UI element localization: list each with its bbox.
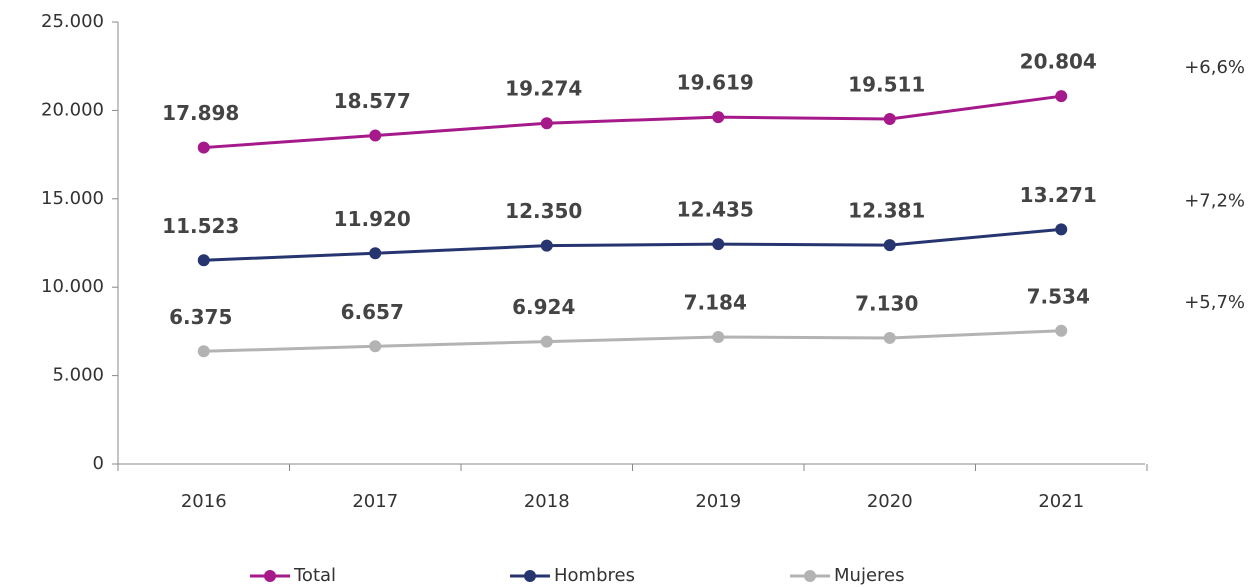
point: [369, 247, 382, 260]
series-line: [203, 227, 1062, 262]
data-label: 19.511: [848, 73, 925, 97]
legend-marker: [804, 570, 816, 582]
data-label: 12.381: [848, 199, 925, 223]
data-label: 12.435: [677, 198, 754, 222]
x-tick-label: 2021: [1038, 491, 1084, 512]
point: [1055, 223, 1068, 236]
point: [883, 239, 896, 252]
point: [1055, 324, 1068, 337]
y-tick-label: 10.000: [41, 276, 104, 297]
point: [197, 141, 210, 154]
legend-marker: [264, 570, 276, 582]
data-label: 7.184: [684, 290, 747, 314]
point: [1055, 90, 1068, 103]
data-label: 20.804: [1020, 50, 1097, 74]
point: [540, 239, 553, 252]
x-tick-label: 2019: [695, 491, 741, 512]
x-tick-label: 2020: [867, 491, 913, 512]
data-label: 19.619: [677, 71, 754, 95]
annotation: +6,6%: [1184, 57, 1245, 78]
point: [712, 111, 725, 124]
legend-label: Hombres: [554, 565, 635, 586]
x-tick-label: 2018: [524, 491, 570, 512]
point: [883, 113, 896, 126]
point: [197, 345, 210, 358]
point: [369, 129, 382, 142]
y-tick-label: 15.000: [41, 188, 104, 209]
series-line: [203, 329, 1062, 353]
annotation: +7,2%: [1184, 190, 1245, 211]
x-tick-label: 2017: [352, 491, 398, 512]
point: [540, 335, 553, 348]
legend-label: Total: [293, 565, 336, 586]
x-tick-label: 2016: [181, 491, 227, 512]
point: [712, 238, 725, 251]
data-label: 17.898: [162, 101, 239, 125]
data-label: 6.657: [341, 300, 404, 324]
legend-label: Mujeres: [834, 565, 904, 586]
data-label: 6.375: [169, 305, 232, 329]
legend-marker: [524, 570, 536, 582]
data-label: 6.924: [512, 295, 575, 319]
data-label: 11.920: [334, 207, 411, 231]
y-tick-label: 25.000: [41, 11, 104, 32]
data-label: 19.274: [505, 77, 582, 101]
point: [712, 330, 725, 343]
data-label: 11.523: [162, 214, 239, 238]
data-label: 12.350: [505, 199, 582, 223]
series-line: [203, 94, 1062, 150]
data-label: 7.130: [855, 291, 918, 315]
y-tick-label: 20.000: [41, 99, 104, 120]
point: [883, 331, 896, 344]
point: [369, 340, 382, 353]
y-tick-label: 5.000: [52, 365, 104, 386]
y-tick-label: 0: [93, 453, 104, 474]
data-label: 7.534: [1027, 284, 1090, 308]
data-label: 18.577: [334, 89, 411, 113]
data-label: 13.271: [1020, 183, 1097, 207]
annotation: +5,7%: [1184, 292, 1245, 313]
point: [540, 117, 553, 130]
point: [197, 254, 210, 267]
